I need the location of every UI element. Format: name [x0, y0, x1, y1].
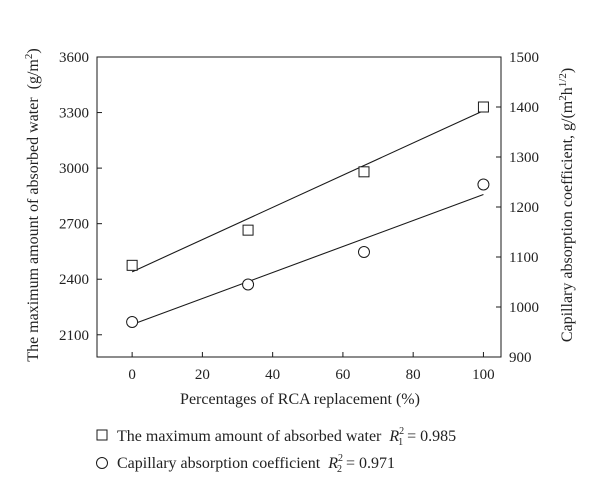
- data-point-circle: [126, 316, 139, 328]
- legend-entry-2-r-value: = 0.971: [342, 455, 395, 472]
- legend-entry-2: Capillary absorption coefficient R2 2 = 0…: [117, 453, 395, 475]
- right-y-tick-label: 1100: [509, 250, 538, 266]
- x-tick-label: 80: [406, 367, 421, 383]
- left-y-axis-ticks: 2100 2400 2700 3000 3300 3600: [59, 50, 102, 344]
- legend-entry-1-name: The maximum amount of absorbed water: [117, 428, 382, 445]
- left-y-tick-label: 3600: [59, 50, 89, 66]
- legend-entry-1-r-symbol: R: [388, 428, 399, 445]
- left-y-axis-title-main: The maximum amount of absorbed water: [25, 97, 42, 362]
- fit-lines: [131, 110, 484, 326]
- legend-entry-1-r-value: = 0.985: [403, 428, 456, 445]
- right-y-tick-label: 1200: [509, 200, 539, 216]
- data-point-square: [242, 224, 254, 236]
- right-y-tick-label: 1000: [509, 300, 539, 316]
- right-y-axis-title-sup2: 1/2: [557, 73, 569, 87]
- right-y-axis-title: Capillary absorption coefficient, g/(m2h…: [557, 68, 576, 342]
- right-y-tick-label: 1500: [509, 50, 539, 66]
- left-y-tick-label: 3000: [59, 161, 89, 177]
- legend-entry-1: The maximum amount of absorbed water R2 1…: [117, 426, 456, 448]
- fit-line-series-2: [131, 193, 484, 326]
- legend-entry-2-r-sub: 2: [337, 464, 342, 475]
- data-point-square: [358, 166, 370, 178]
- left-y-tick-label: 2400: [59, 272, 89, 288]
- x-axis-ticks: 0 20 40 60 80 100: [128, 352, 495, 383]
- right-y-tick-label: 1400: [509, 100, 539, 116]
- right-y-axis-ticks: 900 1000 1100 1200 1300 1400 1500: [496, 50, 539, 366]
- right-y-axis-title-sup1: 2: [557, 95, 569, 101]
- left-y-tick-label: 2700: [59, 217, 89, 233]
- right-y-axis-title-mid: h: [559, 87, 576, 95]
- legend: The maximum amount of absorbed water R2 1…: [96, 426, 456, 475]
- right-y-tick-label: 1300: [509, 150, 539, 166]
- legend-entry-2-r-sup: 2: [338, 453, 343, 464]
- data-point-square: [477, 101, 489, 113]
- legend-square-marker-icon: [96, 429, 108, 441]
- fit-line-series-1: [131, 110, 484, 273]
- legend-circle-marker-icon: [96, 457, 108, 469]
- legend-entry-2-name: Capillary absorption coefficient: [117, 455, 321, 472]
- legend-entry-1-r-sub: 1: [398, 437, 403, 448]
- data-point-circle: [357, 246, 370, 258]
- left-y-axis-title: The maximum amount of absorbed water (g/…: [23, 48, 42, 361]
- left-y-tick-label: 3300: [59, 106, 89, 122]
- data-point-circle: [242, 278, 255, 291]
- x-tick-label: 40: [265, 367, 280, 383]
- legend-entry-2-r-symbol: R: [327, 455, 338, 472]
- left-y-tick-label: 2100: [59, 328, 89, 344]
- x-axis-title: Percentages of RCA replacement (%): [180, 391, 420, 408]
- x-tick-label: 20: [195, 367, 210, 383]
- data-point-circle: [477, 178, 490, 191]
- left-y-axis-title-unit-close: ): [25, 48, 42, 53]
- x-tick-label: 0: [128, 367, 136, 383]
- x-tick-label: 60: [335, 367, 350, 383]
- data-markers: [126, 101, 490, 328]
- right-y-axis-title-pre: Capillary absorption coefficient, g/(m: [559, 100, 576, 342]
- x-tick-label: 100: [472, 367, 495, 383]
- right-y-axis-title-post: ): [559, 68, 576, 73]
- left-y-axis-title-unit: (g/m: [25, 59, 42, 90]
- data-point-square: [126, 259, 138, 271]
- legend-entry-1-r-sup: 2: [399, 426, 404, 437]
- right-y-tick-label: 900: [509, 350, 532, 366]
- left-y-axis-title-unit-sup: 2: [23, 54, 35, 60]
